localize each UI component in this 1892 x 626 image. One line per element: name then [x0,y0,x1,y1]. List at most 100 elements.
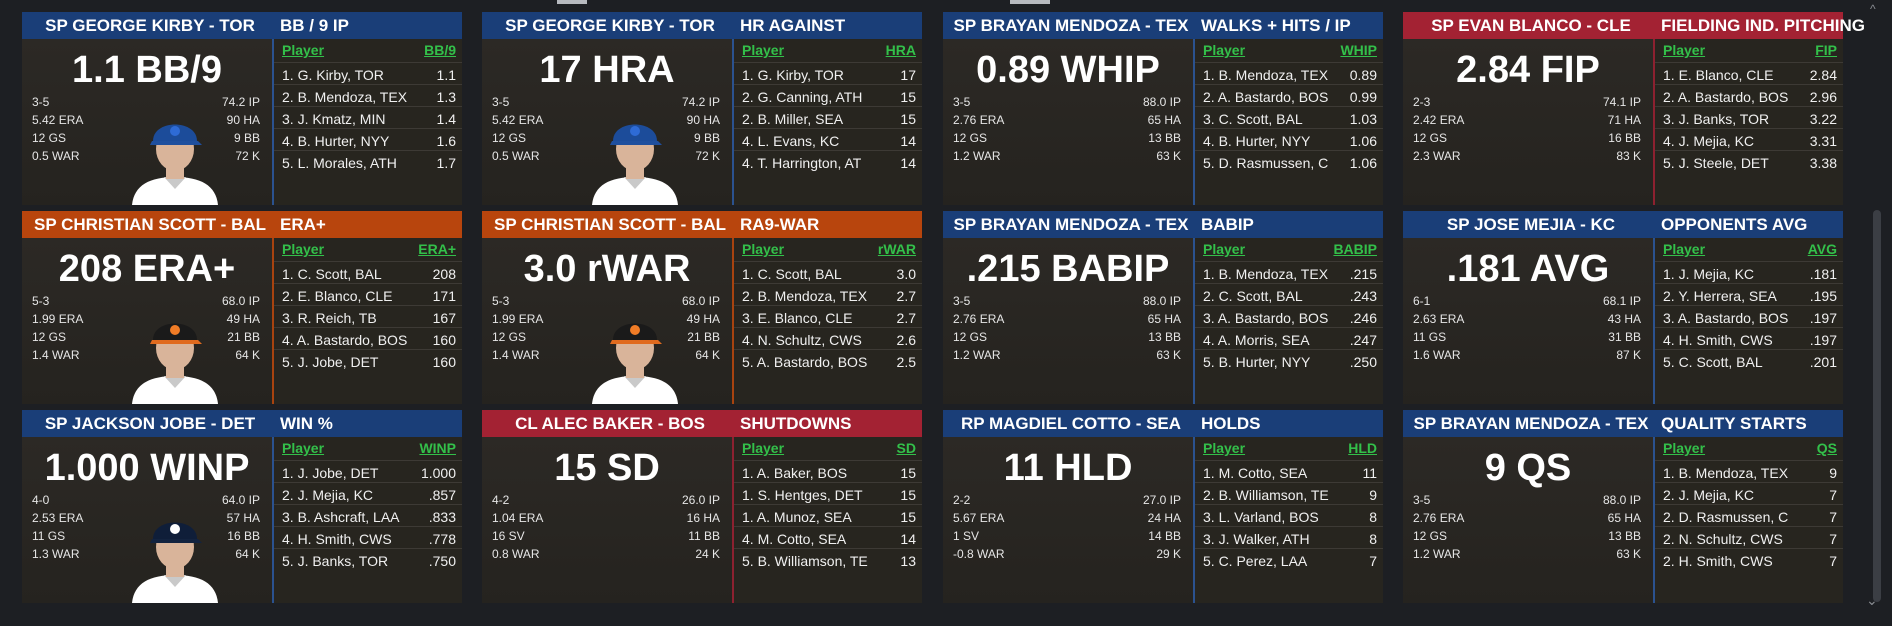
leader-player-name[interactable]: 4. A. Bastardo, BOS [282,332,408,348]
leaderboard-row[interactable]: 2. D. Rasmussen, C 7 [1655,504,1843,526]
leader-player-name[interactable]: 2. D. Rasmussen, C [1663,509,1789,525]
leader-card[interactable]: SP JOSE MEJIA - KC OPPONENTS AVG .181 AV… [1403,211,1843,404]
leaderboard-row[interactable]: 1. C. Scott, BAL 208 [274,261,462,283]
leader-player-name[interactable]: 5. D. Rasmussen, C [1203,155,1329,171]
leaderboard-row[interactable]: 1. A. Baker, BOS 15 [734,460,922,482]
player-column-header[interactable]: Player [282,440,325,456]
leader-player-name[interactable]: 4. B. Hurter, NYY [282,133,390,149]
leader-player-name[interactable]: 2. E. Blanco, CLE [282,288,393,304]
card-player-name[interactable]: SP BRAYAN MENDOZA - TEX [1413,414,1649,433]
leader-player-name[interactable]: 1. G. Kirby, TOR [742,67,844,83]
stat-column-header[interactable]: AVG [1807,241,1837,257]
leaderboard-row[interactable]: 3. J. Banks, TOR 3.22 [1655,106,1843,128]
leaderboard-row[interactable]: 5. C. Perez, LAA 7 [1195,548,1383,570]
leaderboard-row[interactable]: 5. J. Steele, DET 3.38 [1655,150,1843,172]
leader-player-name[interactable]: 2. B. Mendoza, TEX [282,89,408,105]
leaderboard-row[interactable]: 4. T. Harrington, AT 14 [734,150,922,172]
leaderboard-row[interactable]: 3. L. Varland, BOS 8 [1195,504,1383,526]
leader-player-name[interactable]: 5. B. Hurter, NYY [1203,354,1311,370]
leader-player-name[interactable]: 5. C. Perez, LAA [1203,553,1308,569]
leaderboard-row[interactable]: 4. H. Smith, CWS .197 [1655,327,1843,349]
leaderboard-row[interactable]: 1. G. Kirby, TOR 17 [734,62,922,84]
leader-player-name[interactable]: 3. A. Bastardo, BOS [1203,310,1329,326]
leader-player-name[interactable]: 2. H. Smith, CWS [1663,553,1773,569]
leader-card[interactable]: SP GEORGE KIRBY - TOR BB / 9 IP 1.1 BB/9… [22,12,462,205]
leaderboard-row[interactable]: 4. M. Cotto, SEA 14 [734,526,922,548]
leaderboard-row[interactable]: 1. C. Scott, BAL 3.0 [734,261,922,283]
card-player-name[interactable]: SP CHRISTIAN SCOTT - BAL [33,215,267,234]
leader-player-name[interactable]: 2. B. Miller, SEA [742,111,844,127]
leader-player-name[interactable]: 5. B. Williamson, TE [742,553,868,569]
leaderboard-row[interactable]: 4. N. Schultz, CWS 2.6 [734,327,922,349]
leaderboard-row[interactable]: 3. A. Bastardo, BOS .246 [1195,305,1383,327]
leader-card[interactable]: SP BRAYAN MENDOZA - TEX QUALITY STARTS 9… [1403,410,1843,603]
leader-player-name[interactable]: 3. A. Bastardo, BOS [1663,310,1789,326]
leaderboard-row[interactable]: 2. B. Mendoza, TEX 1.3 [274,84,462,106]
leader-card[interactable]: SP CHRISTIAN SCOTT - BAL RA9-WAR 3.0 rWA… [482,211,922,404]
leader-player-name[interactable]: 4. A. Morris, SEA [1203,332,1310,348]
leader-player-name[interactable]: 1. B. Mendoza, TEX [1203,67,1329,83]
leaderboard-row[interactable]: 1. J. Jobe, DET 1.000 [274,460,462,482]
leader-player-name[interactable]: 4. B. Hurter, NYY [1203,133,1311,149]
leaderboard-row[interactable]: 1. M. Cotto, SEA 11 [1195,460,1383,482]
player-column-header[interactable]: Player [282,42,325,58]
leader-player-name[interactable]: 2. Y. Herrera, SEA [1663,288,1777,304]
leader-player-name[interactable]: 2. C. Scott, BAL [1203,288,1303,304]
leaderboard-row[interactable]: 3. R. Reich, TB 167 [274,305,462,327]
leaderboard-row[interactable]: 2. A. Bastardo, BOS 0.99 [1195,84,1383,106]
leader-card[interactable]: RP MAGDIEL COTTO - SEA HOLDS 11 HLD 2-2 5.… [943,410,1383,603]
stat-column-header[interactable]: QS [1816,440,1837,456]
leader-player-name[interactable]: 1. A. Munoz, SEA [742,509,852,525]
leaderboard-row[interactable]: 1. A. Munoz, SEA 15 [734,504,922,526]
leader-player-name[interactable]: 5. J. Jobe, DET [282,354,379,370]
leader-player-name[interactable]: 5. C. Scott, BAL [1663,354,1763,370]
leader-player-name[interactable]: 1. C. Scott, BAL [742,266,842,282]
leaderboard-row[interactable]: 4. L. Evans, KC 14 [734,128,922,150]
leaderboard-row[interactable]: 2. B. Miller, SEA 15 [734,106,922,128]
leaderboard-row[interactable]: 2. C. Scott, BAL .243 [1195,283,1383,305]
leader-player-name[interactable]: 3. E. Blanco, CLE [742,310,853,326]
leader-card[interactable]: SP BRAYAN MENDOZA - TEX WALKS + HITS / I… [943,12,1383,205]
leaderboard-row[interactable]: 5. J. Banks, TOR .750 [274,548,462,570]
leader-player-name[interactable]: 2. J. Mejia, KC [1663,487,1755,503]
player-column-header[interactable]: Player [282,241,325,257]
stat-column-header[interactable]: ERA+ [418,241,456,257]
leader-player-name[interactable]: 3. B. Ashcraft, LAA [282,509,400,525]
leader-player-name[interactable]: 5. J. Steele, DET [1663,155,1769,171]
leader-player-name[interactable]: 4. N. Schultz, CWS [742,332,862,348]
card-player-name[interactable]: SP JACKSON JOBE - DET [44,414,256,433]
leader-player-name[interactable]: 4. H. Smith, CWS [1663,332,1773,348]
leaderboard-row[interactable]: 4. A. Bastardo, BOS 160 [274,327,462,349]
leaderboard-row[interactable]: 4. J. Mejia, KC 3.31 [1655,128,1843,150]
leader-player-name[interactable]: 2. B. Williamson, TE [1203,487,1329,503]
card-player-name[interactable]: SP BRAYAN MENDOZA - TEX [953,215,1189,234]
leader-player-name[interactable]: 2. B. Mendoza, TEX [742,288,868,304]
leader-player-name[interactable]: 1. J. Mejia, KC [1663,266,1755,282]
player-column-header[interactable]: Player [742,440,785,456]
leaderboard-row[interactable]: 1. J. Mejia, KC .181 [1655,261,1843,283]
leader-player-name[interactable]: 2. J. Mejia, KC [282,487,374,503]
leaderboard-row[interactable]: 2. A. Bastardo, BOS 2.96 [1655,84,1843,106]
leader-card[interactable]: CL ALEC BAKER - BOS SHUTDOWNS 15 SD 4-2 1.… [482,410,922,603]
leaderboard-row[interactable]: 2. Y. Herrera, SEA .195 [1655,283,1843,305]
leaderboard-row[interactable]: 2. G. Canning, ATH 15 [734,84,922,106]
leaderboard-row[interactable]: 5. A. Bastardo, BOS 2.5 [734,349,922,371]
card-player-name[interactable]: SP BRAYAN MENDOZA - TEX [953,16,1189,35]
leaderboard-row[interactable]: 1. B. Mendoza, TEX 9 [1655,460,1843,482]
leaderboard-row[interactable]: 3. E. Blanco, CLE 2.7 [734,305,922,327]
leaderboard-row[interactable]: 1. G. Kirby, TOR 1.1 [274,62,462,84]
leader-player-name[interactable]: 1. C. Scott, BAL [282,266,382,282]
leaderboard-row[interactable]: 5. D. Rasmussen, C 1.06 [1195,150,1383,172]
stat-column-header[interactable]: WINP [419,440,456,456]
leaderboard-row[interactable]: 4. B. Hurter, NYY 1.06 [1195,128,1383,150]
scroll-up-icon[interactable]: ^ [1870,2,1876,16]
card-player-name[interactable]: SP GEORGE KIRBY - TOR [45,16,255,35]
leaderboard-row[interactable]: 4. B. Hurter, NYY 1.6 [274,128,462,150]
stat-column-header[interactable]: BABIP [1333,241,1377,257]
leaderboard-row[interactable]: 2. E. Blanco, CLE 171 [274,283,462,305]
leader-player-name[interactable]: 1. B. Mendoza, TEX [1203,266,1329,282]
leaderboard-row[interactable]: 1. B. Mendoza, TEX .215 [1195,261,1383,283]
leader-card[interactable]: SP CHRISTIAN SCOTT - BAL ERA+ 208 ERA+ 5-… [22,211,462,404]
leader-player-name[interactable]: 1. B. Mendoza, TEX [1663,465,1789,481]
leaderboard-row[interactable]: 3. J. Kmatz, MIN 1.4 [274,106,462,128]
